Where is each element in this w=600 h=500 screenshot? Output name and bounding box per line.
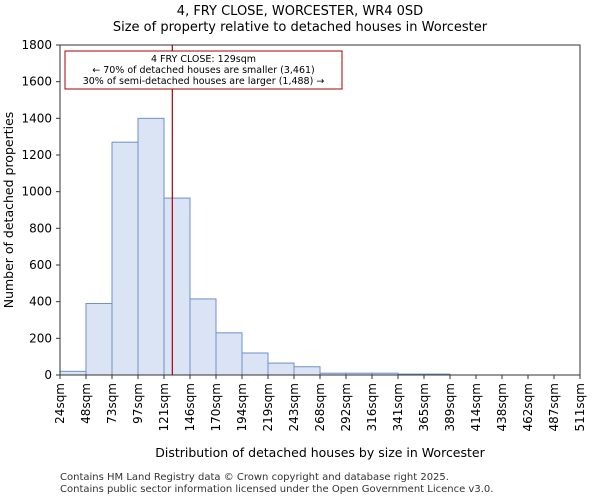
histogram-bar bbox=[189, 298, 217, 376]
histogram-bar bbox=[111, 141, 139, 376]
histogram-bar bbox=[59, 370, 87, 376]
x-tick-label: 365sqm bbox=[417, 383, 431, 431]
histogram-bar bbox=[241, 352, 269, 376]
histogram-bar bbox=[215, 332, 243, 376]
x-tick-label: 146sqm bbox=[183, 383, 197, 431]
x-tick-label: 243sqm bbox=[287, 383, 301, 431]
plot-frame bbox=[59, 44, 581, 376]
x-tick-label: 170sqm bbox=[209, 383, 223, 431]
x-tick-label: 73sqm bbox=[105, 383, 119, 424]
annotation-line-2: ← 70% of detached houses are smaller (3,… bbox=[92, 65, 315, 76]
x-tick-label: 219sqm bbox=[261, 383, 275, 431]
y-axis-ticks: 0 200 400 600 800 1000 1200 1400 1600 1800 bbox=[21, 38, 60, 382]
y-tick-label: 0 bbox=[44, 368, 52, 382]
y-tick-label: 600 bbox=[29, 258, 52, 272]
annotation-line-1: 4 FRY CLOSE: 129sqm bbox=[151, 54, 256, 65]
chart-title: 4, FRY CLOSE, WORCESTER, WR4 0SD bbox=[177, 4, 423, 19]
x-tick-label: 268sqm bbox=[313, 383, 327, 431]
footer-line-1: Contains HM Land Registry data © Crown c… bbox=[60, 472, 449, 483]
y-tick-label: 1800 bbox=[21, 38, 52, 52]
x-tick-label: 316sqm bbox=[365, 383, 379, 431]
y-tick-label: 200 bbox=[29, 331, 52, 345]
histogram-bar bbox=[293, 366, 321, 376]
x-tick-label: 24sqm bbox=[53, 383, 67, 424]
x-tick-label: 487sqm bbox=[547, 383, 561, 431]
x-tick-label: 414sqm bbox=[469, 383, 483, 431]
x-tick-label: 438sqm bbox=[495, 383, 509, 431]
y-tick-label: 400 bbox=[29, 295, 52, 309]
y-tick-label: 1400 bbox=[21, 111, 52, 125]
histogram-bar bbox=[163, 197, 191, 376]
x-tick-label: 121sqm bbox=[157, 383, 171, 431]
x-tick-label: 292sqm bbox=[339, 383, 353, 431]
histogram-bar bbox=[137, 117, 165, 376]
x-tick-label: 389sqm bbox=[443, 383, 457, 431]
footer-line-2: Contains public sector information licen… bbox=[60, 484, 494, 495]
y-axis-label: Number of detached properties bbox=[1, 112, 16, 309]
histogram-chart: 4, FRY CLOSE, WORCESTER, WR4 0SD Size of… bbox=[1, 4, 587, 460]
y-tick-label: 1000 bbox=[21, 185, 52, 199]
x-axis-label: Distribution of detached houses by size … bbox=[155, 445, 485, 460]
histogram-bar bbox=[267, 362, 295, 376]
bars-group bbox=[59, 117, 451, 376]
x-tick-label: 462sqm bbox=[521, 383, 535, 431]
chart-subtitle: Size of property relative to detached ho… bbox=[113, 20, 488, 35]
x-axis-ticks: 24sqm 48sqm 73sqm 97sqm 121sqm 146sqm 170sqm 19… bbox=[53, 375, 587, 431]
x-tick-label: 511sqm bbox=[573, 383, 587, 431]
y-tick-label: 1600 bbox=[21, 75, 52, 89]
x-tick-label: 97sqm bbox=[131, 383, 145, 424]
annotation-line-3: 30% of semi-detached houses are larger (… bbox=[83, 76, 325, 87]
marker-annotation: 4 FRY CLOSE: 129sqm ← 70% of detached ho… bbox=[64, 50, 343, 90]
x-tick-label: 48sqm bbox=[79, 383, 93, 424]
x-tick-label: 194sqm bbox=[235, 383, 249, 431]
x-tick-label: 341sqm bbox=[391, 383, 405, 431]
y-tick-label: 800 bbox=[29, 221, 52, 235]
histogram-bar bbox=[85, 303, 113, 376]
annotation-box bbox=[64, 50, 343, 90]
y-tick-label: 1200 bbox=[21, 148, 52, 162]
